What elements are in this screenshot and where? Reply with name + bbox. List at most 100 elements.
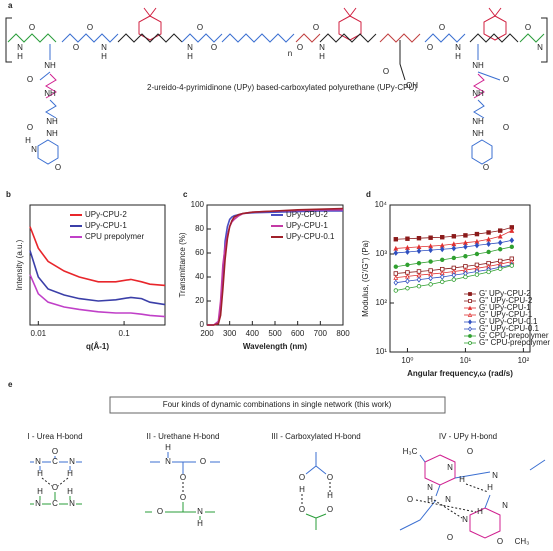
atom-label: N [187, 43, 193, 52]
atom-label: H [319, 52, 325, 61]
atom-label: OH [406, 81, 418, 90]
series-line [29, 250, 166, 306]
y-tick-label: 60 [195, 248, 204, 257]
atom-label: N [492, 471, 498, 480]
atom-label: N [31, 145, 37, 154]
marker [468, 319, 472, 325]
marker [486, 249, 491, 255]
x-tick-label: 0.1 [119, 329, 131, 338]
marker [428, 282, 433, 287]
x-tick-label: 300 [223, 329, 237, 338]
x-tick-label: 600 [291, 329, 305, 338]
side-chain [473, 73, 485, 99]
backbone [319, 33, 377, 43]
marker [497, 233, 503, 239]
marker [467, 305, 473, 310]
marker [393, 271, 399, 276]
atom-label: NH [472, 129, 484, 138]
atom-label: O [525, 23, 531, 32]
backbone [181, 33, 223, 43]
atom-label: O [299, 473, 305, 482]
atom-label: NH [46, 117, 58, 126]
backbone [295, 33, 321, 43]
y-tick-label: 10⁴ [375, 200, 388, 209]
marker [439, 246, 445, 253]
atom-label: O [503, 123, 509, 132]
side-chain [473, 44, 501, 119]
atom-label: N [197, 507, 203, 516]
marker [463, 243, 468, 250]
backbone [117, 33, 183, 43]
marker [509, 237, 515, 244]
x-tick-label: 700 [314, 329, 328, 338]
atom-label: O [180, 493, 186, 502]
atom-label: N [101, 43, 107, 52]
marker [440, 257, 445, 263]
marker [405, 278, 410, 285]
marker [468, 326, 472, 332]
atom-label: NH [472, 61, 484, 70]
backbone [519, 33, 545, 43]
marker [428, 259, 433, 264]
atom-label: O [52, 483, 58, 492]
atom-label: H [101, 52, 107, 61]
atom-label: N [17, 43, 23, 52]
y-axis-label: Modulus, (G'/G'') (Pa) [361, 240, 370, 317]
atom-label: NH [472, 89, 484, 98]
ring [138, 15, 162, 41]
atom-label: H [37, 487, 43, 496]
atom-label: H [459, 475, 465, 484]
upy-ring [471, 139, 493, 165]
backbone [7, 33, 57, 43]
x-tick-label: 400 [246, 329, 260, 338]
atom-label: O [313, 23, 319, 32]
bond [305, 513, 327, 530]
panel-a-decor [5, 7, 548, 165]
atom-label: O [497, 537, 503, 546]
bond [305, 452, 327, 475]
atom-label: N [502, 501, 508, 510]
x-tick-label: 0.01 [31, 329, 47, 338]
atom-label: O [427, 43, 433, 52]
atom-label: H [67, 487, 73, 496]
marker [393, 250, 399, 256]
y-tick-label: 10² [375, 298, 387, 307]
bracket [5, 17, 12, 63]
marker [468, 292, 472, 296]
atom-label: O [197, 23, 203, 32]
atom-label: N [319, 43, 325, 52]
marker [416, 260, 422, 266]
atom-label: N [447, 463, 453, 472]
x-axis-label: Wavelength (nm) [243, 342, 307, 351]
marker [416, 284, 422, 289]
atom-label: O [439, 23, 445, 32]
marker [393, 274, 399, 280]
atom-label: O [327, 505, 333, 514]
marker [416, 248, 422, 254]
plot-frame [29, 204, 166, 326]
panel-e-decor [30, 396, 546, 539]
panel-label: d [366, 190, 371, 199]
motif-label: I - Urea H-bond [27, 432, 82, 441]
atom-label: H₃C [403, 447, 418, 456]
bond [30, 456, 82, 471]
upy-ring [469, 507, 501, 539]
marker [486, 269, 491, 275]
atom-label: O [297, 43, 303, 52]
marker [428, 275, 433, 282]
backbone [61, 33, 119, 43]
marker [468, 341, 472, 345]
atom-label: H [25, 136, 31, 145]
marker [405, 286, 410, 291]
marker [467, 312, 473, 317]
atom-label: N [69, 457, 75, 466]
h-bond [415, 483, 489, 519]
atom-label: N [165, 457, 171, 466]
atom-label: H [455, 52, 461, 61]
atom-label: N [455, 43, 461, 52]
atom-label: N [445, 495, 451, 504]
upy-ring [37, 139, 59, 165]
marker [393, 264, 399, 269]
panel-label: c [183, 190, 188, 199]
